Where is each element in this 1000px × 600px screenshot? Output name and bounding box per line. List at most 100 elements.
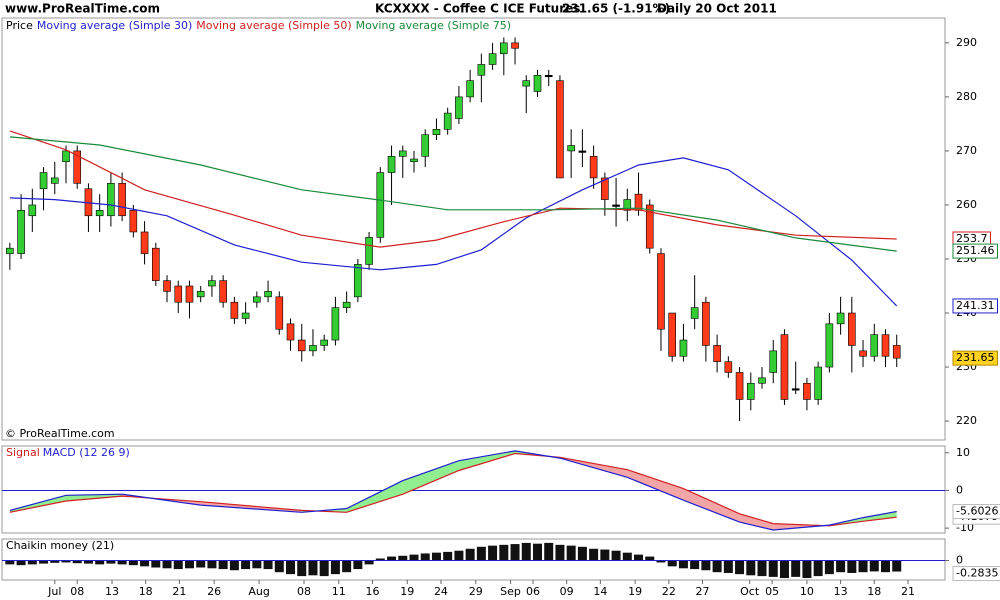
last-value-box	[952, 243, 998, 259]
candle-body	[623, 199, 632, 211]
bar	[241, 560, 251, 570]
bar	[791, 560, 801, 577]
candle-body	[544, 74, 553, 78]
x-tick-label: 08	[70, 585, 84, 598]
x-tick-label: 10	[800, 585, 814, 598]
x-tick-label: 21	[901, 585, 915, 598]
legend-entry: Signal	[6, 446, 40, 459]
bar	[229, 560, 239, 571]
bar	[566, 545, 576, 561]
bar	[297, 560, 307, 577]
candle-body	[758, 377, 766, 384]
bar	[72, 560, 82, 564]
candle-body	[174, 285, 183, 303]
bar	[83, 560, 93, 564]
candle-body	[556, 80, 564, 179]
candle-body	[645, 204, 654, 249]
x-tick-label: 26	[207, 585, 221, 598]
bar	[196, 560, 206, 568]
bar	[27, 560, 37, 565]
bar	[521, 542, 531, 561]
bar	[656, 560, 666, 563]
candle-body	[50, 177, 59, 184]
bar	[869, 560, 879, 572]
candle-body	[107, 183, 115, 217]
bar	[847, 560, 857, 573]
y-tick-label: 0	[956, 483, 963, 496]
bar	[735, 560, 745, 575]
candle-body	[376, 172, 385, 238]
bar	[61, 560, 71, 563]
macd-fill	[627, 469, 684, 501]
candle-body	[859, 350, 867, 357]
candle-body	[185, 285, 194, 303]
bar	[746, 560, 756, 576]
bar	[779, 560, 789, 579]
macd-line	[9, 452, 897, 527]
y-tick-label: 260	[956, 198, 977, 211]
x-tick-label: 13	[105, 585, 119, 598]
candle-body	[713, 345, 721, 362]
candle-body	[679, 339, 688, 357]
candle-body	[264, 291, 272, 298]
bar	[757, 560, 767, 577]
bar	[678, 560, 688, 569]
candle-body	[95, 210, 104, 217]
macd-fill	[863, 511, 897, 522]
bar	[128, 560, 138, 566]
candle-body	[881, 334, 890, 357]
candle-body	[612, 204, 620, 207]
candle-body	[398, 150, 407, 157]
candle-body	[309, 345, 317, 352]
panel-title: Chaikin money (21)	[6, 539, 114, 552]
bar	[319, 560, 329, 577]
x-tick-label: 14	[593, 585, 607, 598]
bar	[510, 544, 520, 561]
bar	[634, 554, 644, 561]
x-tick-label: Jul	[47, 585, 61, 598]
bar	[375, 558, 385, 561]
candle-body	[39, 172, 48, 190]
bar	[712, 560, 722, 573]
bar	[645, 556, 655, 561]
bar	[768, 560, 778, 577]
candle-body	[62, 150, 70, 163]
bar	[5, 560, 15, 565]
candle-body	[432, 129, 441, 136]
bar	[858, 560, 868, 573]
candle-body	[803, 382, 811, 400]
bar	[622, 552, 632, 561]
candle-body	[601, 177, 609, 200]
bar	[476, 546, 486, 561]
x-tick-label: 06	[526, 585, 540, 598]
x-tick-label: 09	[560, 585, 574, 598]
bar	[117, 560, 127, 565]
candle-body	[230, 301, 239, 319]
bar	[364, 560, 374, 565]
y-tick-label: 220	[956, 414, 977, 427]
bar	[577, 546, 587, 561]
candle-body	[657, 253, 665, 330]
y-tick-label: 280	[956, 90, 977, 103]
last-value-box	[952, 504, 1000, 520]
bar	[555, 544, 565, 561]
bar	[207, 560, 217, 569]
chaikin-panel	[1, 538, 946, 581]
bar	[16, 560, 26, 566]
legend-entry: Moving average (Simple 30)	[37, 19, 192, 32]
bar	[342, 560, 352, 573]
candle-body	[443, 112, 452, 130]
bar	[443, 551, 453, 561]
macd-fill	[683, 488, 740, 523]
candle-body	[28, 204, 37, 217]
legend-entry: Moving average (Simple 50)	[196, 19, 351, 32]
last-value-label: 253.7	[956, 232, 988, 245]
candle-body	[253, 296, 261, 303]
price-panel	[1, 17, 946, 441]
legend-entry: Moving average (Simple 75)	[356, 19, 511, 32]
last-value-label: -5.6026	[956, 505, 998, 518]
chart-title: KCXXXX - Coffee C ICE Futures	[375, 2, 580, 16]
bar	[398, 555, 408, 561]
macd-panel	[1, 445, 946, 534]
